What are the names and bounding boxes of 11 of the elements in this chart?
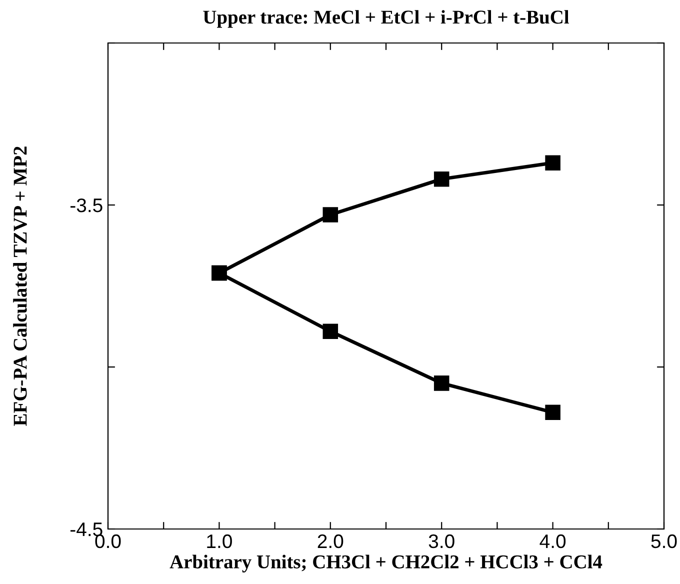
y-tick-label: -3.5 [70,198,102,212]
x-axis-title: Arbitrary Units; CH3Cl + CH2Cl2 + HCCl3 + CCl4 [170,554,602,572]
x-tick-label: 3.0 [428,534,454,548]
y-tick-label: -4.5 [70,522,102,536]
x-tick-label: 1.0 [207,534,232,548]
x-tick-label: 2.0 [318,534,344,548]
chart-title: Upper trace: MeCl + EtCl + i-PrCl + t-BuCl [203,10,569,28]
y-axis-title: EFG-PA Calculated TZVP + MP2 [13,146,27,426]
x-tick-label: 4.0 [540,534,566,548]
x-tick-label: 5.0 [651,534,677,548]
x-tick-label: 0.0 [95,534,121,548]
